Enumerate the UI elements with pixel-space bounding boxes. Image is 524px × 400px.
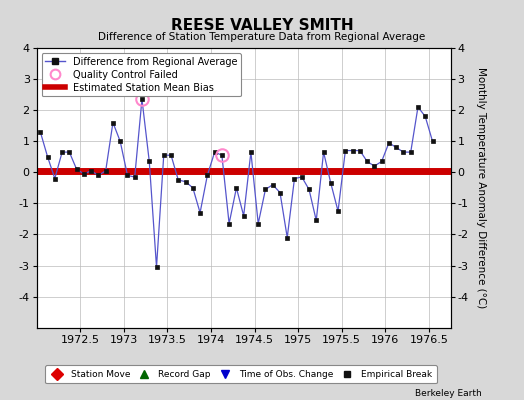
Legend: Station Move, Record Gap, Time of Obs. Change, Empirical Break: Station Move, Record Gap, Time of Obs. C… [46,366,436,384]
Text: Berkeley Earth: Berkeley Earth [416,389,482,398]
Text: REESE VALLEY SMITH: REESE VALLEY SMITH [171,18,353,33]
Y-axis label: Monthly Temperature Anomaly Difference (°C): Monthly Temperature Anomaly Difference (… [476,67,486,308]
Text: Difference of Station Temperature Data from Regional Average: Difference of Station Temperature Data f… [99,32,425,42]
Legend: Difference from Regional Average, Quality Control Failed, Estimated Station Mean: Difference from Regional Average, Qualit… [41,53,241,96]
